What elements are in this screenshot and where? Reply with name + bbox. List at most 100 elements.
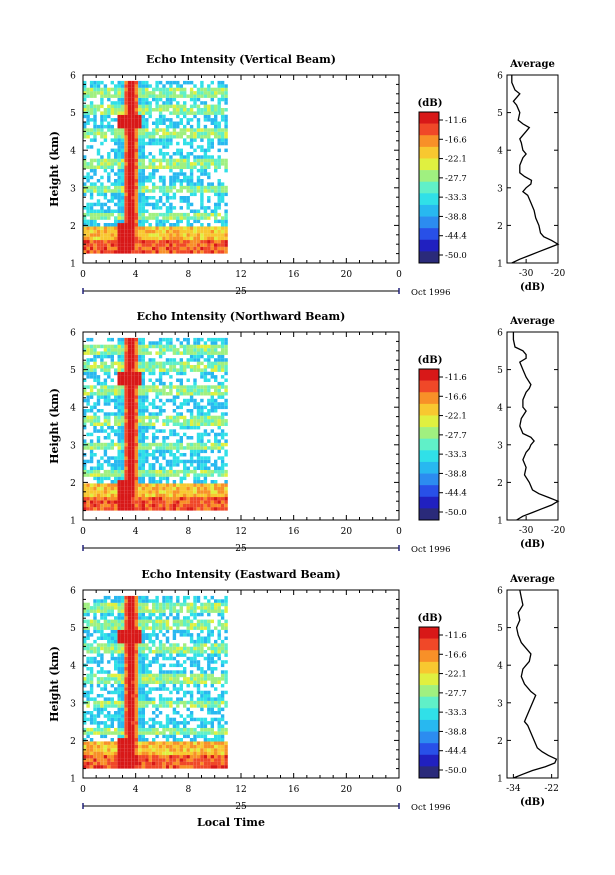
profile-title: Average	[509, 316, 555, 327]
heatmap-cells	[83, 337, 228, 511]
colorbar-unit-label: (dB)	[418, 355, 443, 366]
colorbar-segment	[419, 743, 439, 756]
y-tick-label: 6	[70, 587, 76, 597]
profile-x-axis-label: (dB)	[520, 282, 545, 293]
colorbar-unit-label: (dB)	[418, 98, 443, 109]
y-tick-label: 6	[70, 329, 76, 339]
profile-y-tick-label: 2	[497, 222, 503, 232]
chart-title: Echo Intensity (Eastward Beam)	[141, 568, 340, 581]
x-tick-label: 0	[396, 785, 402, 795]
colorbar-tick-label: -11.6	[445, 116, 467, 126]
colorbar-segment	[419, 193, 439, 206]
colorbar-tick-label: -22.1	[445, 155, 467, 165]
profile-y-tick-label: 3	[497, 699, 503, 709]
colorbar-tick-label: -16.6	[445, 135, 467, 145]
colorbar-segment	[419, 731, 439, 744]
y-tick-label: 6	[70, 72, 76, 82]
date-month-label: Oct 1996	[411, 803, 450, 813]
x-tick-label: 12	[235, 785, 246, 795]
colorbar-segment	[419, 112, 439, 124]
profile-y-tick-label: 6	[497, 329, 503, 339]
date-day-label: 25	[235, 287, 247, 297]
average-profile: Average 1 2 3 4 5 6 -30 -20 (dB)	[497, 59, 565, 293]
y-tick-label: 4	[70, 662, 76, 672]
colorbar-segment	[419, 427, 439, 439]
y-axis-label: Height (km)	[48, 646, 61, 722]
x-tick-label: 16	[288, 270, 300, 280]
x-tick-label: 4	[133, 785, 139, 795]
profile-line	[512, 332, 560, 521]
colorbar: (dB)-11.6 -16.6 -22.1 -27.7 -33.3 -38.8 -44.4 -…	[418, 98, 467, 264]
profile-title: Average	[509, 59, 555, 70]
profile-x-tick-label: -34	[506, 784, 521, 794]
colorbar-segment	[419, 754, 439, 767]
colorbar-segment	[419, 673, 439, 686]
profile-y-tick-label: 5	[497, 109, 503, 119]
colorbar-tick-label: -22.1	[445, 412, 467, 422]
panel-vertical-beam: Echo Intensity (Vertical Beam)123456Heig…	[48, 53, 566, 298]
profile-line	[511, 75, 560, 264]
colorbar-segment	[419, 380, 439, 393]
x-axis-label: Local Time	[197, 816, 265, 829]
y-axis-label: Height (km)	[48, 131, 61, 207]
colorbar-segment	[419, 627, 439, 639]
x-tick-label: 20	[341, 527, 353, 537]
profile-x-tick-label: -30	[519, 269, 534, 279]
panel-eastward-beam: Echo Intensity (Eastward Beam)123456Heig…	[48, 568, 559, 829]
profile-y-tick-label: 1	[497, 775, 503, 785]
colorbar-segment	[419, 415, 439, 428]
panel-northward-beam: Echo Intensity (Northward Beam)123456Hei…	[48, 310, 566, 555]
profile-x-axis-label: (dB)	[520, 797, 545, 808]
colorbar-segment	[419, 369, 439, 381]
profile-y-tick-label: 2	[497, 479, 503, 489]
colorbar-tick-label: -11.6	[445, 631, 467, 641]
colorbar-tick-label: -38.8	[445, 469, 467, 479]
x-tick-label: 20	[341, 270, 353, 280]
x-tick-label: 8	[185, 527, 191, 537]
y-tick-label: 4	[70, 404, 76, 414]
profile-x-tick-label: -22	[544, 784, 559, 794]
colorbar-tick-label: -11.6	[445, 373, 467, 383]
y-tick-label: 3	[70, 184, 76, 194]
colorbar: (dB)-11.6 -16.6 -22.1 -27.7 -33.3 -38.8 -44.4 -…	[418, 355, 467, 521]
profile-frame	[506, 74, 559, 264]
colorbar-segment	[419, 766, 439, 779]
colorbar: (dB)-11.6 -16.6 -22.1 -27.7 -33.3 -38.8 -44.4 -…	[418, 613, 467, 779]
y-tick-label: 1	[70, 775, 76, 785]
date-month-label: Oct 1996	[411, 288, 450, 298]
x-tick-label: 0	[80, 270, 86, 280]
y-tick-label: 1	[70, 517, 76, 527]
colorbar-segment	[419, 392, 439, 405]
y-tick-label: 5	[70, 624, 76, 634]
colorbar-segment	[419, 228, 439, 241]
profile-y-tick-label: 1	[497, 517, 503, 527]
x-tick-label: 16	[288, 785, 300, 795]
colorbar-segment	[419, 181, 439, 194]
colorbar-tick-label: -38.8	[445, 212, 467, 222]
colorbar-segment	[419, 496, 439, 509]
profile-line	[513, 589, 558, 779]
x-tick-label: 20	[341, 785, 353, 795]
colorbar-segment	[419, 719, 439, 732]
x-tick-label: 12	[235, 270, 246, 280]
profile-y-tick-label: 2	[497, 737, 503, 747]
colorbar-segment	[419, 696, 439, 709]
chart-title: Echo Intensity (Northward Beam)	[137, 310, 346, 323]
chart-title: Echo Intensity (Vertical Beam)	[146, 53, 336, 66]
colorbar-segment	[419, 450, 439, 463]
colorbar-segment	[419, 251, 439, 264]
colorbar-segment	[419, 239, 439, 252]
colorbar-tick-label: -16.6	[445, 392, 467, 402]
colorbar-tick-label: -33.3	[445, 450, 467, 460]
y-tick-label: 1	[70, 260, 76, 270]
x-tick-label: 4	[133, 527, 139, 537]
colorbar-tick-label: -33.3	[445, 708, 467, 718]
profile-title: Average	[509, 574, 555, 585]
x-tick-label: 16	[288, 527, 300, 537]
profile-frame	[506, 589, 559, 779]
colorbar-tick-label: -50.0	[445, 251, 467, 261]
colorbar-tick-label: -44.4	[445, 232, 467, 242]
y-tick-label: 4	[70, 147, 76, 157]
colorbar-tick-label: -27.7	[445, 689, 467, 699]
x-tick-label: 8	[185, 270, 191, 280]
